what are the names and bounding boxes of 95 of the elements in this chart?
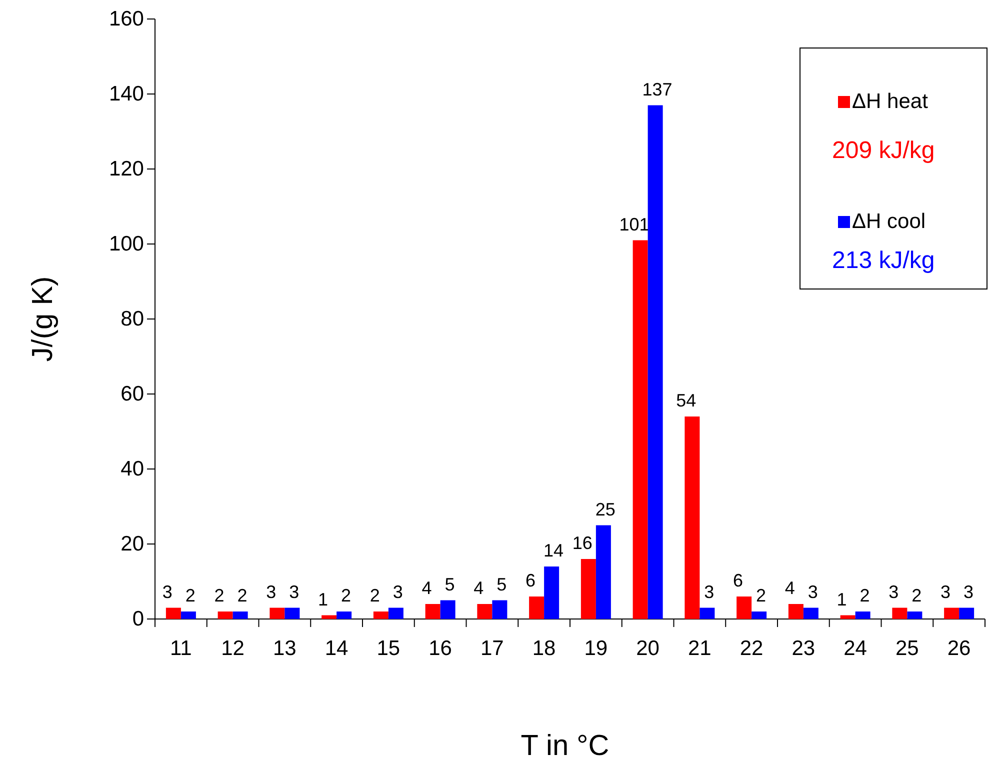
- bar: [336, 612, 352, 619]
- x-tick-label: 24: [844, 637, 868, 660]
- x-axis-title: T in °C: [520, 730, 610, 762]
- bar: [218, 612, 233, 619]
- bar: [580, 559, 596, 619]
- bar: [959, 608, 974, 619]
- y-tick-label: 160: [108, 8, 144, 31]
- data-label: 6: [733, 570, 744, 590]
- bar: [648, 105, 663, 619]
- bar: [180, 612, 196, 619]
- bar: [388, 608, 404, 619]
- x-tick-label: 22: [740, 637, 764, 660]
- x-tick-label: 13: [273, 637, 296, 660]
- x-tick-label: 23: [792, 637, 816, 660]
- data-label: 4: [784, 578, 795, 598]
- x-tick-label: 26: [947, 637, 971, 660]
- data-label: 5: [444, 574, 455, 594]
- y-tick-label: 80: [120, 308, 144, 331]
- y-tick-label: 100: [108, 232, 144, 256]
- data-label: 3: [289, 582, 300, 602]
- bar: [529, 596, 544, 619]
- bar: [684, 416, 700, 619]
- x-tick-label: 25: [896, 637, 919, 660]
- x-tick-label: 19: [584, 637, 608, 660]
- bar: [840, 615, 856, 619]
- data-label: 4: [422, 578, 432, 598]
- bar: [425, 604, 440, 619]
- data-label: 25: [595, 499, 616, 520]
- bar: [907, 612, 922, 619]
- bar: [788, 604, 804, 619]
- y-tick-label: 140: [108, 82, 144, 106]
- x-tick-label: 14: [324, 637, 349, 660]
- bar: [544, 566, 560, 619]
- annotation: 209 kJ/kg: [832, 137, 935, 164]
- data-label: 3: [964, 582, 974, 602]
- data-label: 2: [860, 586, 870, 606]
- data-label: 3: [266, 582, 276, 602]
- legend-label: ΔH heat: [852, 90, 928, 113]
- x-tick-label: 20: [636, 637, 660, 660]
- data-label: 101: [619, 214, 650, 234]
- data-label: 5: [496, 574, 507, 594]
- data-label: 2: [214, 586, 224, 606]
- data-label: 16: [572, 533, 592, 553]
- data-label: 3: [392, 582, 403, 602]
- bar: [440, 600, 456, 619]
- x-tick-label: 16: [428, 637, 452, 660]
- data-label: 3: [888, 582, 899, 602]
- bar: [752, 612, 767, 619]
- data-label: 2: [237, 586, 248, 606]
- data-label: 2: [756, 586, 766, 606]
- bar: [700, 608, 715, 619]
- x-tick-label: 21: [688, 637, 712, 660]
- bar: [632, 240, 648, 619]
- data-label: 2: [912, 586, 922, 606]
- bar: [892, 608, 908, 619]
- x-tick-label: 18: [532, 637, 556, 660]
- data-label: 4: [474, 578, 484, 598]
- bar: [492, 600, 508, 619]
- bar: [284, 608, 300, 619]
- data-label: 1: [836, 589, 847, 610]
- y-tick-label: 0: [132, 608, 144, 631]
- data-label: 3: [808, 582, 818, 602]
- bar: [270, 608, 285, 619]
- data-label: 3: [940, 582, 951, 602]
- data-label: 137: [642, 79, 672, 100]
- data-label: 2: [185, 586, 196, 606]
- data-label: 1: [318, 589, 328, 610]
- data-label: 3: [162, 582, 172, 602]
- legend-label: ΔH cool: [852, 210, 926, 233]
- data-label: 3: [704, 582, 714, 602]
- y-tick-label: 60: [120, 382, 144, 406]
- bar: [736, 596, 752, 619]
- bar: [373, 612, 388, 619]
- bar: [232, 612, 248, 619]
- x-tick-label: 17: [480, 637, 504, 660]
- x-tick-label: 12: [221, 637, 244, 660]
- x-tick-label: 11: [170, 637, 192, 660]
- annotation: 213 kJ/kg: [832, 247, 935, 274]
- x-tick-label: 15: [376, 637, 400, 660]
- bar: [803, 608, 818, 619]
- bar: [166, 608, 181, 619]
- y-tick-label: 120: [108, 158, 144, 181]
- bar: [855, 612, 870, 619]
- data-label: 6: [526, 570, 536, 590]
- data-label: 2: [370, 586, 380, 606]
- bar: [322, 615, 337, 619]
- y-tick-label: 20: [120, 532, 144, 556]
- data-label: 2: [341, 586, 352, 606]
- y-axis-title: J/(g K): [27, 276, 59, 362]
- data-label: 14: [544, 540, 564, 560]
- y-tick-label: 40: [120, 458, 144, 481]
- data-label: 54: [676, 390, 696, 410]
- bar: [944, 608, 960, 619]
- bar: [477, 604, 492, 619]
- bar: [596, 525, 611, 619]
